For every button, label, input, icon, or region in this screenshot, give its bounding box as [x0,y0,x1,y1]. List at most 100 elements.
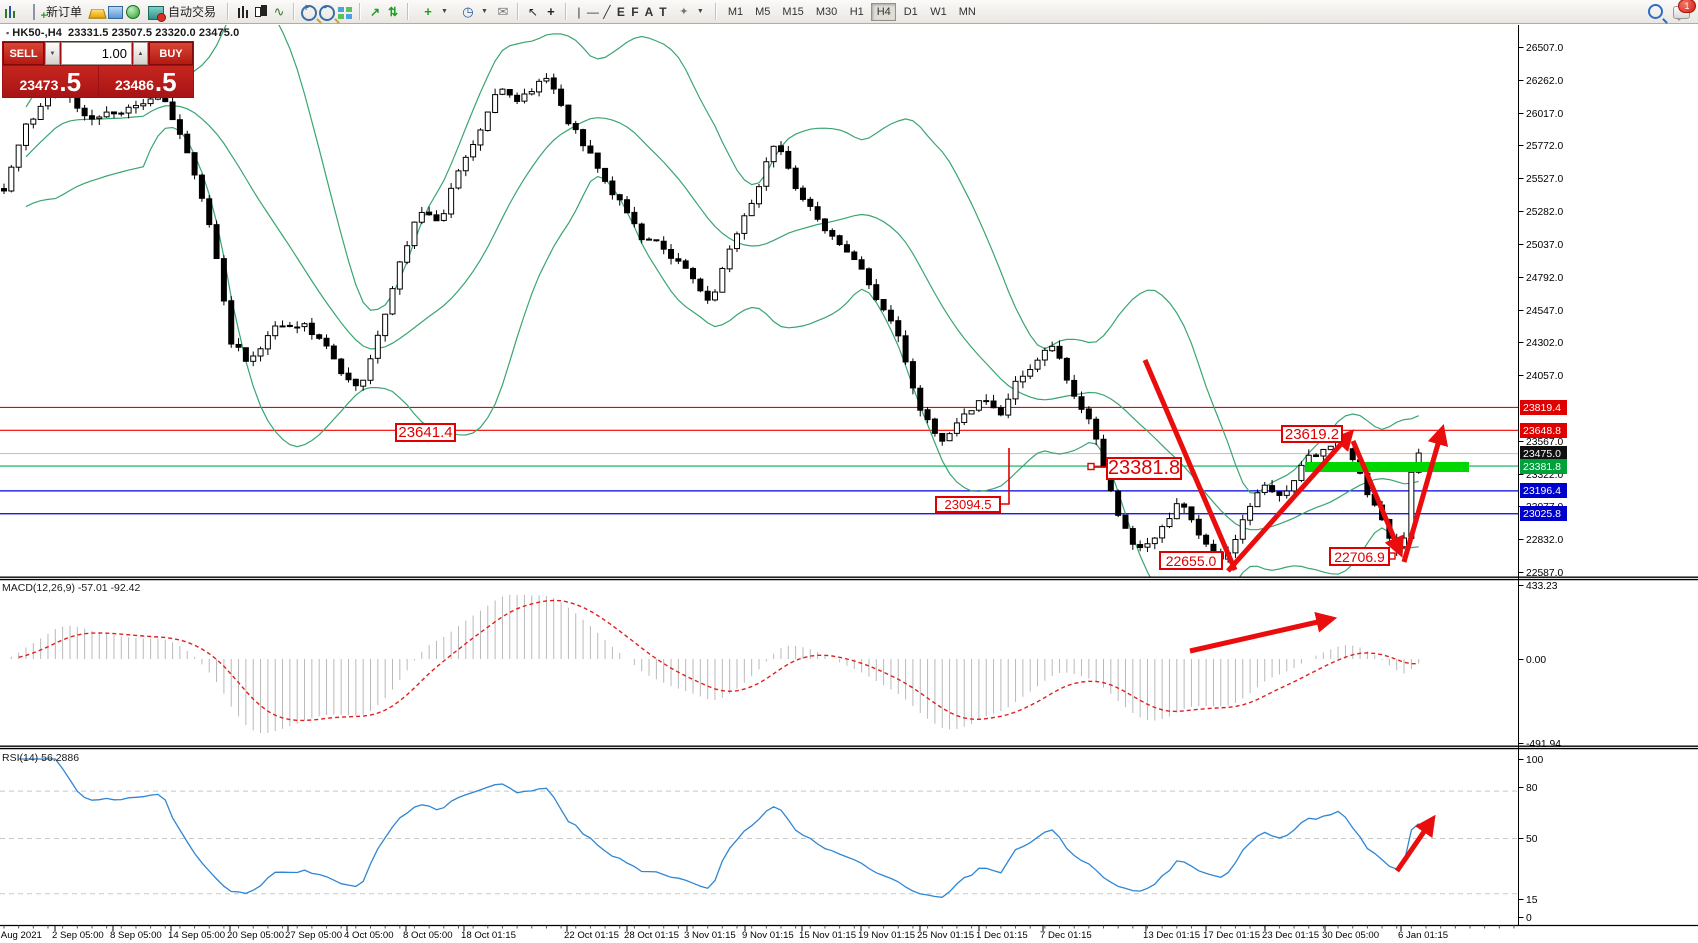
time-axis[interactable]: 27 Aug 2021 2 Sep 05:00 8 Sep 05:00 14 Sep … [0,925,1515,942]
price-tick-label: 15 [1526,895,1538,906]
one-click-trading-panel: SELL ▼ ▲ BUY 23473 .5 23486 .5 [2,41,194,98]
price-callout-label[interactable]: 23641.4 [395,423,456,442]
volume-decrease-button[interactable]: ▼ [45,42,60,65]
period-dropdown[interactable]: ◷ ▼ [455,1,493,23]
rsi-pane[interactable] [0,758,1518,898]
sell-price-main: 23473 [19,77,59,93]
bar-chart-icon[interactable] [235,5,251,21]
market-watch-icon[interactable] [107,4,123,20]
templates-icon[interactable]: ✉ [497,3,509,19]
zoom-in-icon[interactable]: + [301,3,318,21]
trend-arrow[interactable] [1142,359,1238,571]
trend-arrow[interactable] [1394,814,1436,873]
chart-window-icon[interactable] [3,5,19,21]
trend-arrow[interactable] [1226,429,1355,573]
time-tick-label: 17 Dec 01:15 [1203,930,1260,941]
buy-price-display[interactable]: 23486 .5 [98,66,193,97]
indicator-windows-icon[interactable]: ⇅ [388,4,399,19]
bollinger-band-m [25,105,1419,531]
separator [714,3,717,20]
candlestick-chart-icon[interactable] [253,4,269,20]
price-callout-label[interactable]: 22706.9 [1329,547,1390,566]
new-order-icon [33,3,35,20]
cursor-tool-icon[interactable]: ↖ [527,4,538,19]
buy-price-fraction: .5 [154,67,177,97]
macd-signal-line [18,599,1419,722]
buy-button[interactable]: BUY [149,42,193,65]
autotrading-button[interactable]: 自动交易 [143,2,221,22]
shapes-dropdown[interactable]: ✦ ▼ [671,1,709,23]
price-tick-label: 24547.0 [1526,306,1563,317]
time-tick-label: 18 Oct 01:15 [461,930,516,941]
sell-price-display[interactable]: 23473 .5 [3,66,98,97]
time-tick-label: 19 Nov 01:15 [858,930,915,941]
channel-tool-icon[interactable]: E [616,4,625,19]
timeframe-m5[interactable]: M5 [750,3,775,21]
price-tick-label: 24057.0 [1526,371,1563,382]
new-order-label: 新订单 [46,5,83,19]
callout-anchor-handle[interactable] [1087,462,1095,471]
price-callout-label[interactable]: 23381.8 [1106,457,1182,480]
line-chart-icon[interactable]: ∿ [273,3,285,19]
trend-arrow[interactable] [1189,612,1338,654]
timeframe-h1[interactable]: H1 [844,3,869,21]
price-callout-label[interactable]: 22655.0 [1159,551,1223,570]
price-tick-label: 50 [1526,834,1538,845]
vertical-line-tool-icon[interactable]: | [577,4,581,19]
crosshair-tool-icon[interactable]: + [547,3,555,19]
price-tick-label: 0.00 [1526,655,1546,666]
price-callout-label[interactable]: 23094.5 [935,496,1001,513]
price-tick-label: 23322.0 [1526,470,1563,481]
annotation-arrows[interactable] [1001,359,1449,873]
macd-pane[interactable] [10,594,1420,733]
time-tick-label: 27 Aug 2021 [0,930,42,941]
fibonacci-tool-icon[interactable]: F [631,4,639,19]
timeframe-m15[interactable]: M15 [777,3,808,21]
profile-icon[interactable] [87,4,107,20]
buy-price-main: 23486 [114,77,154,93]
volume-input[interactable] [61,42,132,65]
timeframe-h4[interactable]: H4 [871,2,897,21]
price-axis-line-label: 23196.4 [1520,483,1567,498]
symbol-period-label: HK50-,H4 [12,27,63,39]
timeframe-mn[interactable]: MN [954,3,981,21]
search-icon[interactable] [1647,3,1663,20]
price-callout-label[interactable]: 23619.2 [1281,425,1343,443]
zoom-out-icon[interactable]: − [319,3,336,21]
price-tick-label: 25037.0 [1526,240,1563,251]
timeframe-m1[interactable]: M1 [723,3,748,21]
add-indicator-dropdown[interactable]: + ▼ [424,3,448,19]
price-axis[interactable]: 26507.0 26262.0 26017.0 25772.0 25527.0 25282… [1518,43,1564,924]
indicators-icon[interactable]: ↗ [370,4,381,19]
label-tool-icon[interactable]: T [659,4,667,19]
timeframe-w1[interactable]: W1 [925,3,952,21]
text-tool-icon[interactable]: A [644,4,654,19]
horizontal-line-tool-icon[interactable]: — [586,4,599,19]
bollinger-band-l [25,126,1419,577]
volume-increase-button[interactable]: ▲ [133,42,148,65]
price-tick-label: 26262.0 [1526,76,1563,87]
separator [564,3,567,20]
navigator-icon[interactable] [125,4,141,20]
horizontal-lines-layer[interactable] [0,406,1518,515]
price-tick-label: 25282.0 [1526,207,1563,218]
macd-pane-label: MACD(12,26,9) -57.01 -92.42 [2,582,141,594]
separator [407,3,410,20]
ohlc-values: 23331.5 23507.5 23320.0 23475.0 [68,27,240,39]
timeframe-d1[interactable]: D1 [898,3,923,21]
rsi-line [18,758,1420,898]
price-tick-label: 26017.0 [1526,109,1563,120]
shapes-icon: ✦ [679,5,689,18]
green-highlight-band[interactable] [1305,462,1469,472]
trend-arrow[interactable] [1350,440,1404,558]
time-tick-label: 20 Sep 05:00 [227,930,284,941]
sell-button[interactable]: SELL [3,42,44,65]
new-order-button[interactable]: 新订单 [21,2,87,22]
trend-arrow[interactable] [1401,423,1449,563]
chat-icon[interactable]: 1 [1673,0,1696,20]
tile-windows-icon[interactable] [337,5,353,21]
timeframe-m30[interactable]: M30 [811,3,842,21]
trendline-tool-icon[interactable]: ╱ [603,4,611,19]
rsi-pane-label: RSI(14) 56.2886 [2,752,80,764]
